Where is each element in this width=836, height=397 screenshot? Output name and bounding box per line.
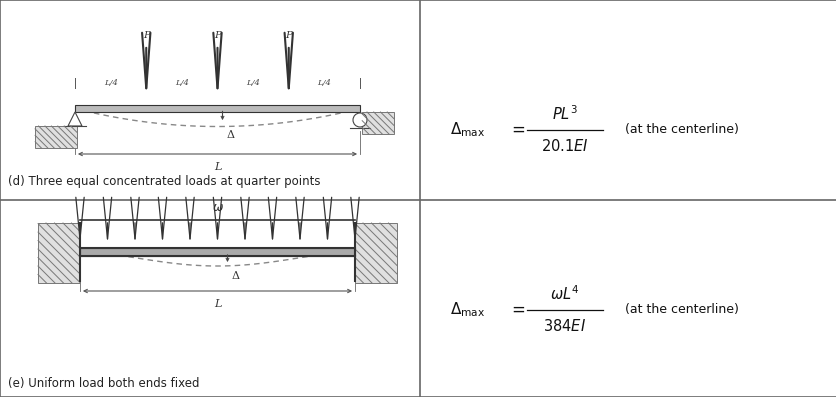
Text: L/4: L/4 <box>246 79 260 87</box>
Text: $\omega$: $\omega$ <box>212 201 223 214</box>
Text: L/4: L/4 <box>175 79 189 87</box>
Text: (d) Three equal concentrated loads at quarter points: (d) Three equal concentrated loads at qu… <box>8 175 320 188</box>
Text: (at the centerline): (at the centerline) <box>624 303 738 316</box>
Text: (at the centerline): (at the centerline) <box>624 123 738 137</box>
Text: =: = <box>511 121 524 139</box>
Text: =: = <box>511 301 524 319</box>
Text: Δ: Δ <box>227 130 234 140</box>
Polygon shape <box>68 112 82 126</box>
Text: L: L <box>213 299 221 309</box>
Text: (e) Uniform load both ends fixed: (e) Uniform load both ends fixed <box>8 377 199 390</box>
Text: $\Delta_{\rm max}$: $\Delta_{\rm max}$ <box>450 301 485 319</box>
Bar <box>75 105 359 112</box>
Text: Δ: Δ <box>232 271 239 281</box>
Bar <box>354 223 396 283</box>
Text: L/4: L/4 <box>317 79 331 87</box>
Text: L/4: L/4 <box>104 79 117 87</box>
Bar <box>35 126 77 148</box>
Text: $\Delta_{\rm max}$: $\Delta_{\rm max}$ <box>450 121 485 139</box>
Text: P: P <box>143 31 150 40</box>
Text: $20.1EI$: $20.1EI$ <box>541 138 589 154</box>
Bar <box>38 223 80 283</box>
Bar <box>80 248 354 256</box>
Text: $PL^3$: $PL^3$ <box>552 105 577 123</box>
Text: L: L <box>213 162 221 172</box>
Text: P: P <box>285 31 292 40</box>
Circle shape <box>353 113 366 127</box>
Text: $384EI$: $384EI$ <box>543 318 586 334</box>
Text: P: P <box>214 31 221 40</box>
Bar <box>361 112 394 134</box>
Text: $\omega L^4$: $\omega L^4$ <box>549 285 579 303</box>
